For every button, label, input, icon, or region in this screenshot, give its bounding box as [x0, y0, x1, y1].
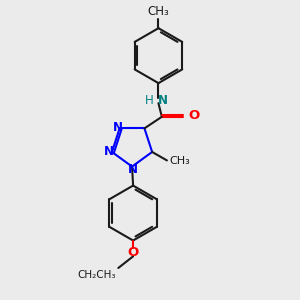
Text: H: H — [144, 94, 153, 106]
Text: O: O — [188, 110, 199, 122]
Text: N: N — [128, 163, 138, 176]
Text: CH₃: CH₃ — [169, 157, 190, 166]
Text: N: N — [112, 121, 122, 134]
Text: CH₂CH₃: CH₂CH₃ — [78, 270, 116, 280]
Text: O: O — [128, 246, 139, 259]
Text: CH₃: CH₃ — [148, 4, 169, 18]
Text: N: N — [104, 146, 114, 158]
Text: N: N — [158, 94, 167, 106]
